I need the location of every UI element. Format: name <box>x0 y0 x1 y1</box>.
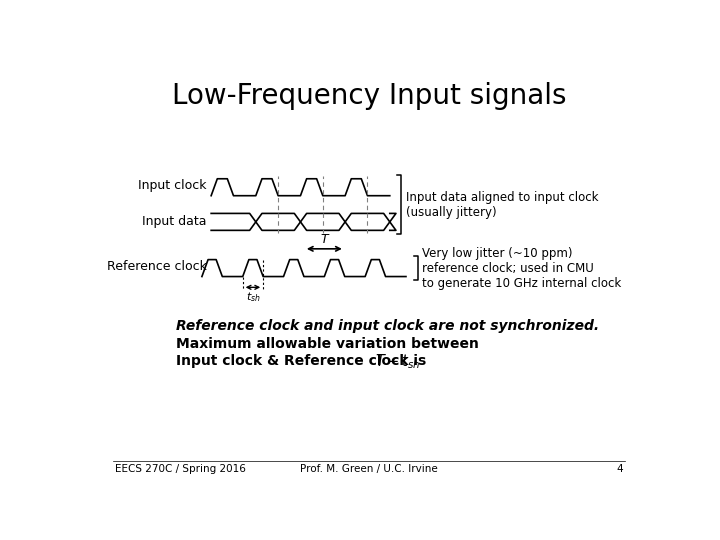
Text: T: T <box>320 233 328 246</box>
Text: $t_{sh}$: $t_{sh}$ <box>246 291 261 304</box>
Text: Very low jitter (~10 ppm)
reference clock; used in CMU
to generate 10 GHz intern: Very low jitter (~10 ppm) reference cloc… <box>422 247 621 289</box>
Text: EECS 270C / Spring 2016: EECS 270C / Spring 2016 <box>115 464 246 474</box>
Text: 4: 4 <box>616 464 623 474</box>
Text: Maximum allowable variation between: Maximum allowable variation between <box>176 338 480 352</box>
Text: Input clock & Reference clock is: Input clock & Reference clock is <box>176 354 431 368</box>
Text: Reference clock: Reference clock <box>107 260 207 273</box>
Text: Input data: Input data <box>142 215 207 228</box>
Text: Input data aligned to input clock
(usually jittery): Input data aligned to input clock (usual… <box>406 191 598 219</box>
Text: $\mathit{T}-t_{sh}$: $\mathit{T}-t_{sh}$ <box>375 353 421 372</box>
Text: Low-Frequency Input signals: Low-Frequency Input signals <box>172 82 566 110</box>
Text: Prof. M. Green / U.C. Irvine: Prof. M. Green / U.C. Irvine <box>300 464 438 474</box>
Text: Input clock: Input clock <box>138 179 207 192</box>
Text: Reference clock and input clock are not synchronized.: Reference clock and input clock are not … <box>176 319 600 333</box>
